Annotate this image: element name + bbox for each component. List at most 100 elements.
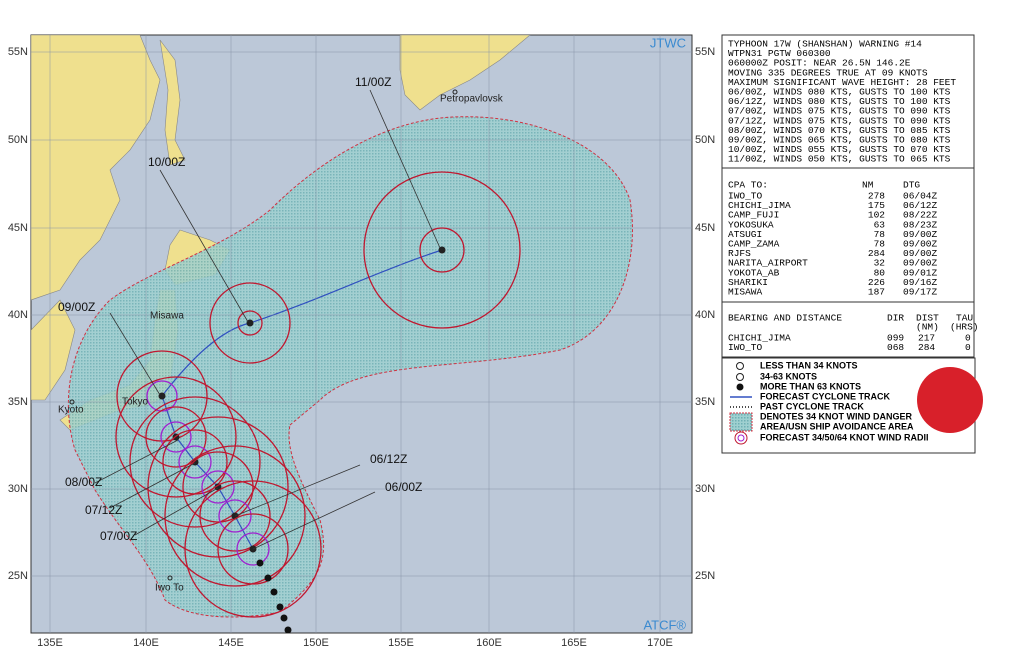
bearing-cell: 099 [887, 333, 904, 344]
cpa-cell: 09/16Z [903, 277, 938, 288]
warning-line: 07/12Z, WINDS 075 KTS, GUSTS TO 090 KTS [728, 115, 951, 126]
legend-item: AREA/USN SHIP AVOIDANCE AREA [760, 421, 914, 431]
legend-symbol [736, 362, 744, 370]
past-position [264, 574, 272, 582]
warning-line: 10/00Z, WINDS 055 KTS, GUSTS TO 070 KTS [728, 144, 951, 155]
cpa-cell: 78 [874, 229, 886, 240]
lon-label: 145E [218, 637, 244, 649]
cpa-cell: 175 [868, 200, 885, 211]
wind-radii-34 [363, 171, 521, 329]
lat-label: 30N [695, 483, 715, 495]
lat-label: 30N [8, 483, 28, 495]
cpa-cell: IWO_TO [728, 191, 763, 202]
lat-label: 35N [695, 396, 715, 408]
wind-radii-34 [147, 416, 289, 558]
warning-line: 08/00Z, WINDS 070 KTS, GUSTS TO 085 KTS [728, 125, 951, 136]
time-label: 10/00Z [148, 155, 185, 169]
place-dot [452, 89, 458, 95]
time-label: 07/12Z [85, 503, 122, 517]
cpa-cell: 09/00Z [903, 248, 938, 259]
wind-radii-50 [145, 406, 207, 468]
logo [917, 367, 983, 433]
cpa-cell: 06/12Z [903, 200, 938, 211]
cpa-cell: 226 [868, 277, 885, 288]
source: JTWC [650, 35, 686, 50]
wind-radii-34 [184, 480, 322, 618]
legend-symbol [736, 383, 744, 391]
past-position [276, 603, 284, 611]
wind-radii-50 [217, 513, 289, 585]
cpa-cell: ATSUGI [728, 229, 762, 240]
wind-radii-50 [419, 227, 465, 273]
cpa-cell: 08/23Z [903, 219, 938, 230]
leader-line [234, 464, 361, 517]
wind-radii-50 [182, 451, 254, 523]
leader-line [369, 89, 441, 249]
bearing-header: DIST [916, 313, 939, 324]
cpa-cell: YOKOTA_AB [728, 267, 780, 278]
time-label: 08/00Z [65, 475, 102, 489]
lat-label: 50N [8, 134, 28, 146]
cpa-cell: 09/17Z [903, 287, 938, 298]
korea [31, 299, 76, 401]
time-label: 06/12Z [370, 452, 407, 466]
leader-line [109, 312, 161, 396]
cpa-cell: 63 [874, 219, 886, 230]
bearing-header: DIR [887, 313, 904, 324]
wind-radii-34 [129, 396, 261, 528]
cpa-cell: 187 [868, 287, 885, 298]
lat-label: 35N [8, 396, 28, 408]
wind-radii-50 [237, 310, 263, 336]
leader-line [252, 491, 376, 550]
place-dot [167, 575, 173, 581]
cpa-cell: 32 [874, 258, 886, 269]
bearing-header: BEARING AND DISTANCE [728, 313, 842, 324]
warning-line: 06/00Z, WINDS 080 KTS, GUSTS TO 100 KTS [728, 87, 951, 98]
wind-radii-64 [236, 532, 270, 566]
storm-position [246, 319, 254, 327]
lat-label: 55N [8, 46, 28, 58]
past-position [284, 626, 292, 633]
cpa-cell: 80 [874, 267, 886, 278]
legend-item: MORE THAN 63 KNOTS [760, 381, 861, 391]
legend-symbol [736, 373, 744, 381]
cpa-cell: 09/01Z [903, 267, 938, 278]
legend-item: LESS THAN 34 KNOTS [760, 360, 858, 370]
leader-line [109, 462, 196, 509]
legend-item: PAST CYCLONE TRACK [760, 401, 864, 411]
leader-line [159, 169, 249, 323]
lat-label: 45N [695, 222, 715, 234]
lat-label: 40N [8, 309, 28, 321]
legend-symbol [729, 412, 753, 432]
warning-line: MAXIMUM SIGNIFICANT WAVE HEIGHT: 28 FEET [728, 77, 956, 88]
bearing-header: TAU [956, 313, 973, 324]
bearing-subheader: (NM) [916, 322, 939, 333]
legend-symbol [737, 434, 745, 442]
cpa-header: CPA TO: [728, 180, 768, 191]
cpa-cell: 09/00Z [903, 229, 938, 240]
cpa-cell: CAMP_ZAMA [728, 239, 780, 250]
lon-label: 140E [133, 637, 159, 649]
past-position [256, 559, 264, 567]
warning-line: WTPN31 PGTW 060300 [728, 48, 831, 59]
cpa-cell: 284 [868, 248, 885, 259]
place-label: Misawa [150, 311, 184, 322]
legend-symbol [734, 431, 748, 445]
bearing-cell: 217 [918, 333, 935, 344]
bearing-cell: CHICHI_JIMA [728, 333, 791, 344]
time-label: 09/00Z [58, 300, 95, 314]
legend-item: FORECAST CYCLONE TRACK [760, 391, 890, 401]
cpa-cell: 08/22Z [903, 210, 938, 221]
storm-position [438, 246, 446, 254]
legend-item: 34-63 KNOTS [760, 371, 817, 381]
cpa-cell: CHICHI_JIMA [728, 200, 791, 211]
storm-position [158, 392, 166, 400]
cpa-cell: 09/00Z [903, 258, 938, 269]
cpa-cell: YOKOSUKA [728, 219, 774, 230]
mainland-coast [31, 35, 161, 301]
info-panel [721, 34, 975, 358]
bearing-cell: 284 [918, 342, 935, 353]
wind-radii-50 [162, 429, 228, 495]
cpa-cell: 09/00Z [903, 239, 938, 250]
